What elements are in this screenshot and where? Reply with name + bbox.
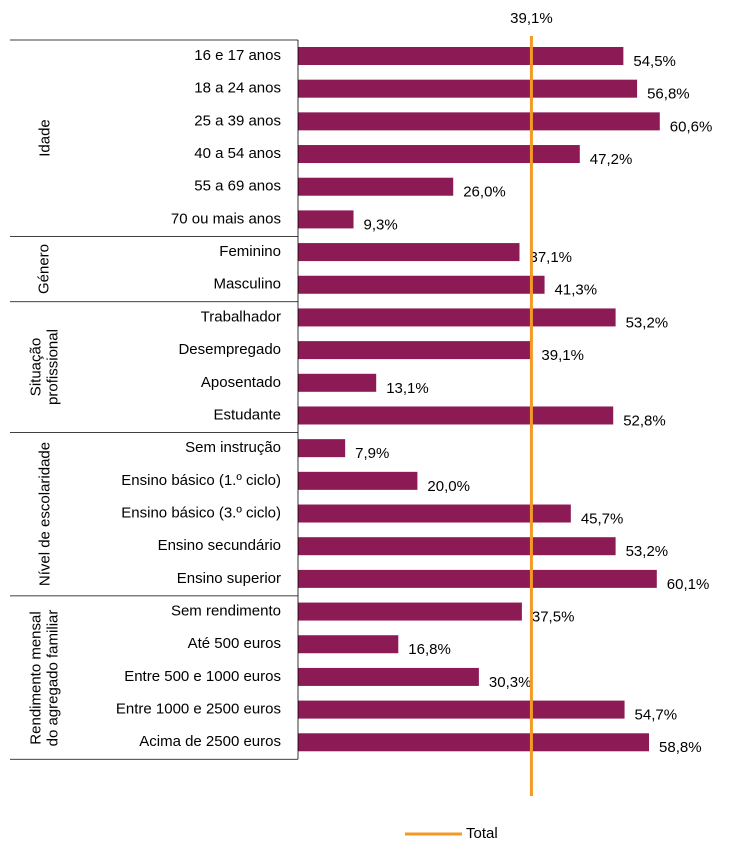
bar (298, 243, 520, 262)
category-label: Feminino (219, 243, 281, 260)
group-label: Nível de escolaridade (35, 442, 53, 587)
bar (298, 406, 614, 425)
bar (298, 210, 354, 229)
value-label: 56,8% (647, 86, 690, 103)
category-label: 55 a 69 anos (194, 178, 281, 195)
value-label: 30,3% (489, 674, 532, 691)
category-label: Estudante (213, 406, 281, 423)
bar (298, 177, 454, 196)
value-label: 54,7% (635, 707, 678, 724)
bar (298, 471, 418, 490)
group-label: Idade (35, 119, 53, 157)
bar (298, 602, 522, 621)
category-label: Acima de 2500 euros (139, 733, 281, 750)
bar (298, 733, 650, 752)
category-label: 70 ou mais anos (171, 210, 281, 227)
category-label: Ensino secundário (158, 537, 281, 554)
value-label: 58,8% (659, 739, 702, 756)
category-label: 16 e 17 anos (194, 47, 281, 64)
value-label: 13,1% (386, 380, 429, 397)
category-label: Trabalhador (201, 308, 281, 325)
value-label: 37,5% (532, 609, 575, 626)
value-label: 54,5% (633, 53, 676, 70)
value-label: 37,1% (529, 249, 572, 266)
value-label: 9,3% (364, 216, 398, 233)
category-label: Desempregado (178, 341, 281, 358)
bar (298, 79, 638, 98)
category-label: 25 a 39 anos (194, 112, 281, 129)
category-label: Até 500 euros (188, 635, 281, 652)
bar (298, 341, 532, 360)
group-label: Rendimento mensal do agregado familiar (27, 609, 61, 746)
group-label: Situação profissional (27, 329, 61, 406)
reference-label: 39,1% (510, 10, 553, 27)
group-label: Género (35, 244, 53, 295)
value-label: 7,9% (355, 445, 389, 462)
value-label: 26,0% (463, 184, 506, 201)
value-label: 39,1% (541, 347, 584, 364)
bar (298, 47, 624, 65)
category-label: 18 a 24 anos (194, 80, 281, 97)
value-label: 45,7% (581, 510, 624, 527)
value-label: 20,0% (427, 478, 470, 495)
value-label: 53,2% (626, 543, 669, 560)
bar (298, 504, 571, 523)
bar (298, 373, 377, 392)
bar (298, 145, 580, 164)
bar (298, 635, 399, 654)
category-label: Masculino (213, 276, 281, 293)
bar (298, 112, 660, 131)
value-label: 16,8% (408, 641, 451, 658)
legend-label: Total (466, 825, 498, 842)
value-label: 41,3% (555, 282, 598, 299)
bar (298, 700, 625, 719)
category-label: Entre 500 e 1000 euros (124, 668, 281, 685)
category-label: Entre 1000 e 2500 euros (116, 701, 281, 718)
bar (298, 569, 657, 588)
category-label: Ensino básico (3.º ciclo) (121, 504, 281, 521)
bar (298, 308, 616, 327)
bar (298, 537, 616, 556)
bar (298, 275, 545, 294)
category-label: Ensino superior (177, 570, 281, 587)
value-label: 60,6% (670, 118, 713, 135)
category-label: Sem instrução (185, 439, 281, 456)
value-label: 53,2% (626, 314, 669, 331)
category-label: Ensino básico (1.º ciclo) (121, 472, 281, 489)
category-label: 40 a 54 anos (194, 145, 281, 162)
bar (298, 667, 479, 686)
value-label: 47,2% (590, 151, 633, 168)
value-label: 52,8% (623, 412, 666, 429)
bar (298, 439, 346, 458)
category-label: Sem rendimento (171, 603, 281, 620)
category-label: Aposentado (201, 374, 281, 391)
value-label: 60,1% (667, 576, 710, 593)
